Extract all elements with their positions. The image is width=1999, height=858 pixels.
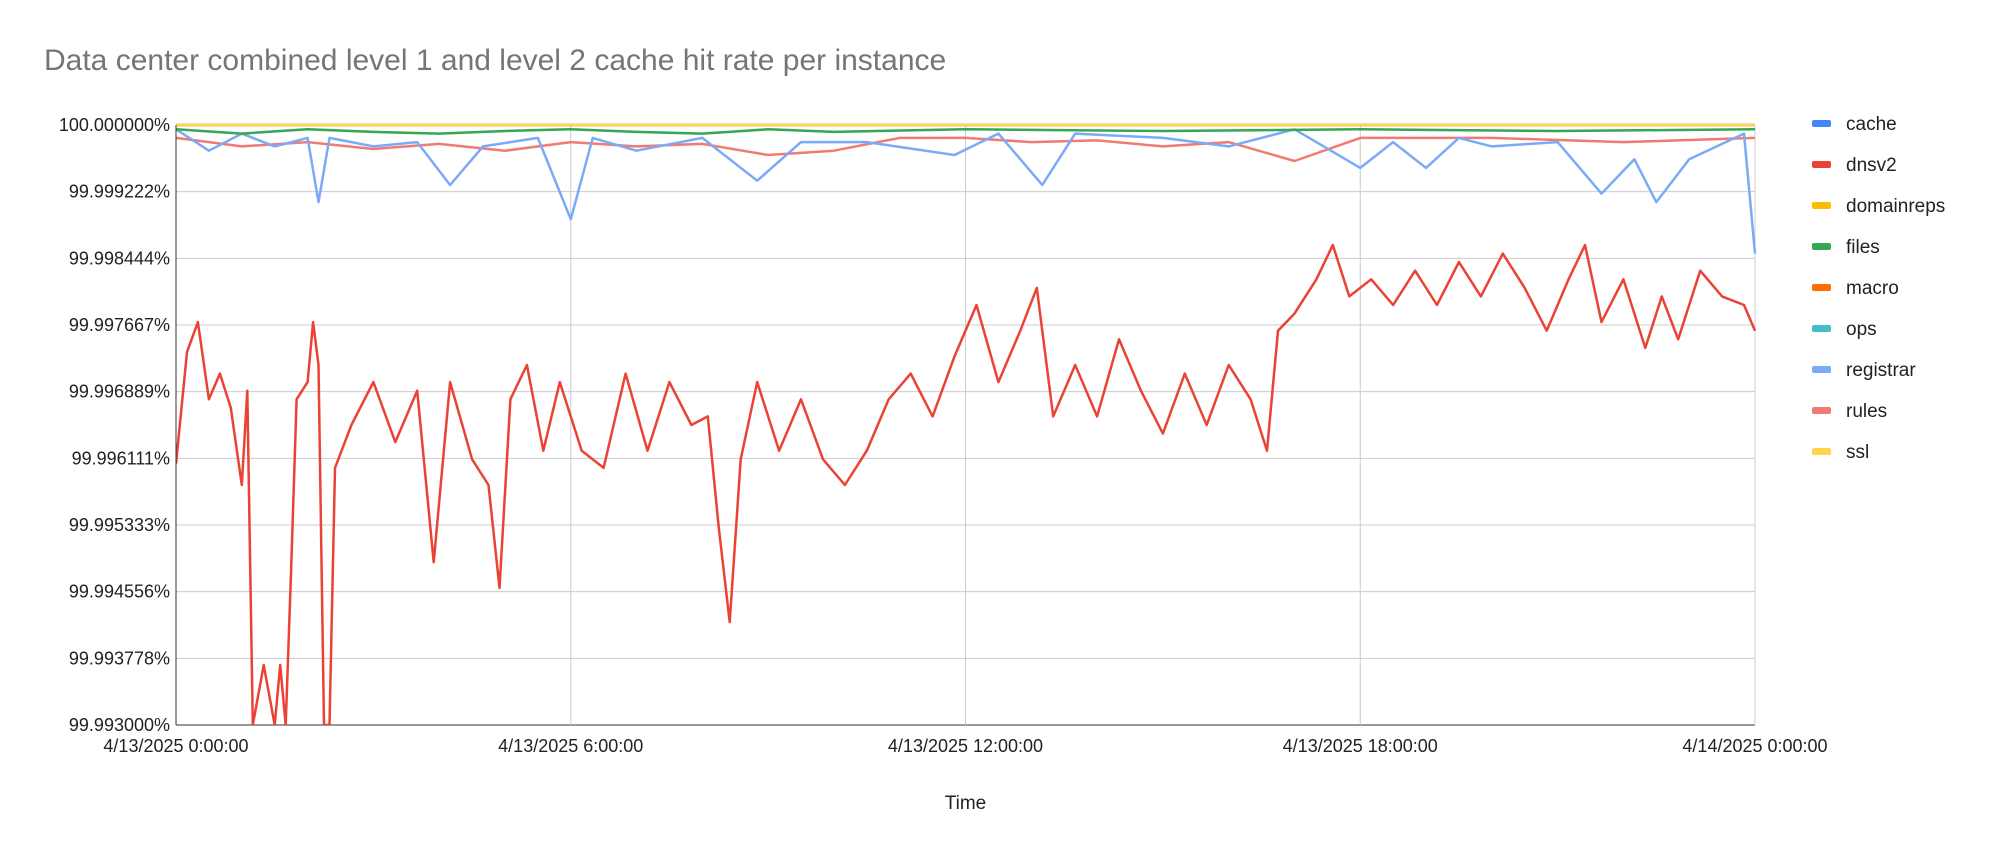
legend-label: macro — [1846, 278, 1899, 299]
series-line-dnsv2 — [176, 243, 1757, 725]
legend-label: domainreps — [1846, 196, 1945, 217]
legend-swatch — [1812, 202, 1831, 209]
x-tick-label: 4/13/2025 12:00:00 — [888, 736, 1043, 756]
legend: cache dnsv2 domainreps files macro ops registr… — [1812, 114, 1945, 463]
legend-swatch — [1812, 120, 1831, 127]
series-line-registrar — [176, 128, 1757, 254]
legend-swatch — [1812, 284, 1831, 291]
y-tick-label: 99.993778% — [69, 648, 170, 668]
legend-label: cache — [1846, 114, 1897, 135]
legend-swatch — [1812, 407, 1831, 414]
legend-label: registrar — [1846, 360, 1916, 381]
legend-label: rules — [1846, 401, 1887, 422]
y-tick-label: 99.994556% — [69, 582, 170, 602]
legend-label: files — [1846, 237, 1880, 258]
series-line-files — [176, 128, 1756, 135]
legend-swatch — [1812, 243, 1831, 250]
grid — [176, 124, 1756, 726]
x-tick-label: 4/14/2025 0:00:00 — [1682, 736, 1827, 756]
x-axis-title: Time — [945, 793, 987, 814]
y-tick-label: 100.000000% — [59, 115, 170, 135]
legend-label: ops — [1846, 319, 1877, 340]
chart-title: Data center combined level 1 and level 2… — [44, 44, 947, 77]
y-tick-label: 99.996111% — [72, 448, 170, 468]
x-tick-label: 4/13/2025 0:00:00 — [103, 736, 248, 756]
y-tick-label: 99.999222% — [69, 182, 170, 202]
axes: 100.000000% 99.999222% 99.998444% 99.997667… — [59, 115, 1828, 814]
series-lines — [176, 123, 1757, 725]
legend-swatch — [1812, 366, 1831, 373]
legend-swatch — [1812, 448, 1831, 455]
y-tick-label: 99.998444% — [69, 248, 170, 268]
y-tick-label: 99.996889% — [69, 382, 170, 402]
x-tick-label: 4/13/2025 18:00:00 — [1283, 736, 1438, 756]
y-tick-label: 99.993000% — [69, 715, 170, 735]
legend-label: ssl — [1846, 442, 1869, 463]
legend-swatch — [1812, 161, 1831, 168]
y-tick-label: 99.997667% — [69, 315, 170, 335]
legend-label: dnsv2 — [1846, 155, 1897, 176]
y-tick-label: 99.995333% — [69, 515, 170, 535]
x-tick-label: 4/13/2025 6:00:00 — [498, 736, 643, 756]
legend-swatch — [1812, 325, 1831, 332]
